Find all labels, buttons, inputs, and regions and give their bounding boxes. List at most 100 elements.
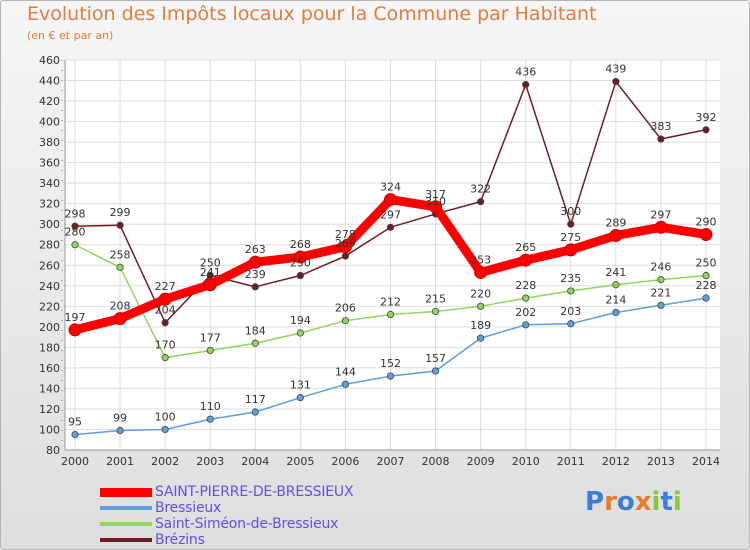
data-label: 298	[65, 207, 86, 220]
x-tick-label: 2002	[151, 455, 179, 468]
data-label: 250	[696, 257, 717, 270]
data-label: 241	[200, 266, 221, 279]
data-point	[338, 240, 352, 254]
data-point	[567, 320, 575, 328]
data-point	[429, 200, 443, 214]
data-point	[71, 431, 79, 439]
legend-item: Bressieux	[100, 500, 353, 516]
data-label: 310	[425, 195, 446, 208]
data-point	[522, 81, 530, 89]
legend: SAINT-PIERRE-DE-BRESSIEUX Bressieux Saint-…	[100, 484, 354, 548]
x-tick-label: 2000	[61, 455, 89, 468]
data-point	[386, 372, 395, 380]
data-point	[519, 253, 533, 267]
data-label: 228	[696, 279, 717, 292]
y-tick-label: 280	[39, 239, 60, 252]
data-label: 246	[650, 261, 671, 274]
data-label: 220	[470, 287, 491, 300]
data-label: 324	[380, 181, 401, 194]
data-label: 268	[290, 238, 311, 251]
legend-label: Bressieux	[155, 500, 222, 516]
data-label: 131	[290, 379, 311, 392]
data-point	[206, 346, 214, 355]
data-point	[341, 317, 350, 325]
axes: 80 100 120 140 160 180 200 220 240 260 280 300 320 34…	[39, 54, 720, 468]
data-label: 253	[470, 253, 491, 266]
data-point	[431, 307, 440, 316]
x-tick-label: 2003	[196, 455, 224, 468]
data-point	[251, 283, 259, 291]
data-point	[477, 198, 485, 206]
y-tick-label: 400	[39, 116, 60, 129]
data-label: 436	[515, 66, 536, 79]
data-point	[161, 319, 169, 327]
legend-label: SAINT-PIERRE-DE-BRESSIEUX	[155, 484, 354, 500]
chart-subtitle: (en € et par an)	[27, 29, 114, 42]
data-point	[474, 265, 488, 279]
data-point	[296, 329, 304, 337]
x-tick-label: 2010	[512, 455, 540, 468]
legend-item: Brézins	[100, 532, 353, 548]
data-point	[161, 425, 169, 434]
data-label: 194	[290, 314, 311, 327]
legend-swatch	[100, 506, 152, 510]
data-label: 189	[470, 319, 491, 332]
data-point	[251, 408, 259, 416]
data-label: 290	[696, 215, 717, 228]
y-tick-label: 160	[39, 362, 60, 375]
data-point	[702, 294, 710, 302]
x-tick-label: 2004	[241, 455, 269, 468]
data-point	[612, 308, 620, 317]
y-tick-label: 80	[46, 444, 60, 457]
y-tick-label: 460	[39, 54, 60, 67]
data-label: 250	[290, 257, 311, 270]
data-point	[702, 126, 710, 134]
data-label: 300	[560, 205, 581, 218]
data-point	[477, 302, 485, 310]
data-label: 99	[113, 412, 127, 425]
data-label: 184	[245, 324, 266, 337]
data-point	[702, 271, 710, 280]
data-point	[612, 77, 620, 86]
data-point	[296, 394, 304, 402]
logo-letter: o	[616, 487, 635, 517]
data-label: 206	[335, 302, 356, 315]
data-label: 280	[65, 226, 86, 239]
data-point	[161, 354, 169, 362]
series-lines	[68, 77, 713, 439]
legend-swatch	[100, 538, 152, 542]
data-label: 203	[560, 305, 581, 318]
logo-letter: x	[634, 487, 652, 517]
data-point	[431, 367, 440, 375]
x-tick-label: 2005	[286, 455, 314, 468]
data-point	[522, 321, 530, 329]
logo-letter: r	[604, 487, 617, 517]
y-tick-label: 140	[39, 382, 60, 395]
data-label: 299	[110, 206, 131, 219]
data-label: 110	[200, 400, 221, 413]
data-label: 227	[155, 280, 176, 293]
data-point	[116, 426, 124, 435]
data-point	[206, 415, 214, 423]
data-point	[71, 222, 79, 230]
data-point	[251, 339, 259, 347]
y-tick-label: 120	[39, 403, 60, 416]
y-tick-label: 220	[39, 300, 60, 313]
data-label: 250	[200, 257, 221, 270]
data-label: 197	[65, 311, 86, 324]
data-point	[699, 227, 713, 241]
logo-letter: P	[585, 487, 605, 517]
data-point	[657, 135, 665, 143]
data-point	[203, 278, 217, 292]
data-point	[609, 229, 623, 242]
data-point	[657, 276, 665, 284]
data-label: 258	[110, 248, 131, 261]
y-tick-label: 320	[39, 198, 60, 211]
legend-label: Brézins	[155, 532, 205, 548]
x-tick-label: 2013	[647, 455, 675, 468]
data-point	[116, 263, 124, 271]
data-point	[341, 252, 350, 260]
data-point	[386, 223, 395, 231]
legend-item: SAINT-PIERRE-DE-BRESSIEUX	[100, 484, 354, 500]
